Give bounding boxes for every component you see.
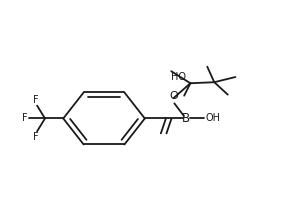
Text: OH: OH (206, 113, 221, 123)
Text: F: F (33, 132, 39, 142)
Text: F: F (22, 113, 28, 123)
Text: B: B (182, 112, 190, 125)
Text: F: F (33, 95, 39, 105)
Text: O: O (169, 91, 178, 101)
Text: HO: HO (171, 72, 186, 82)
